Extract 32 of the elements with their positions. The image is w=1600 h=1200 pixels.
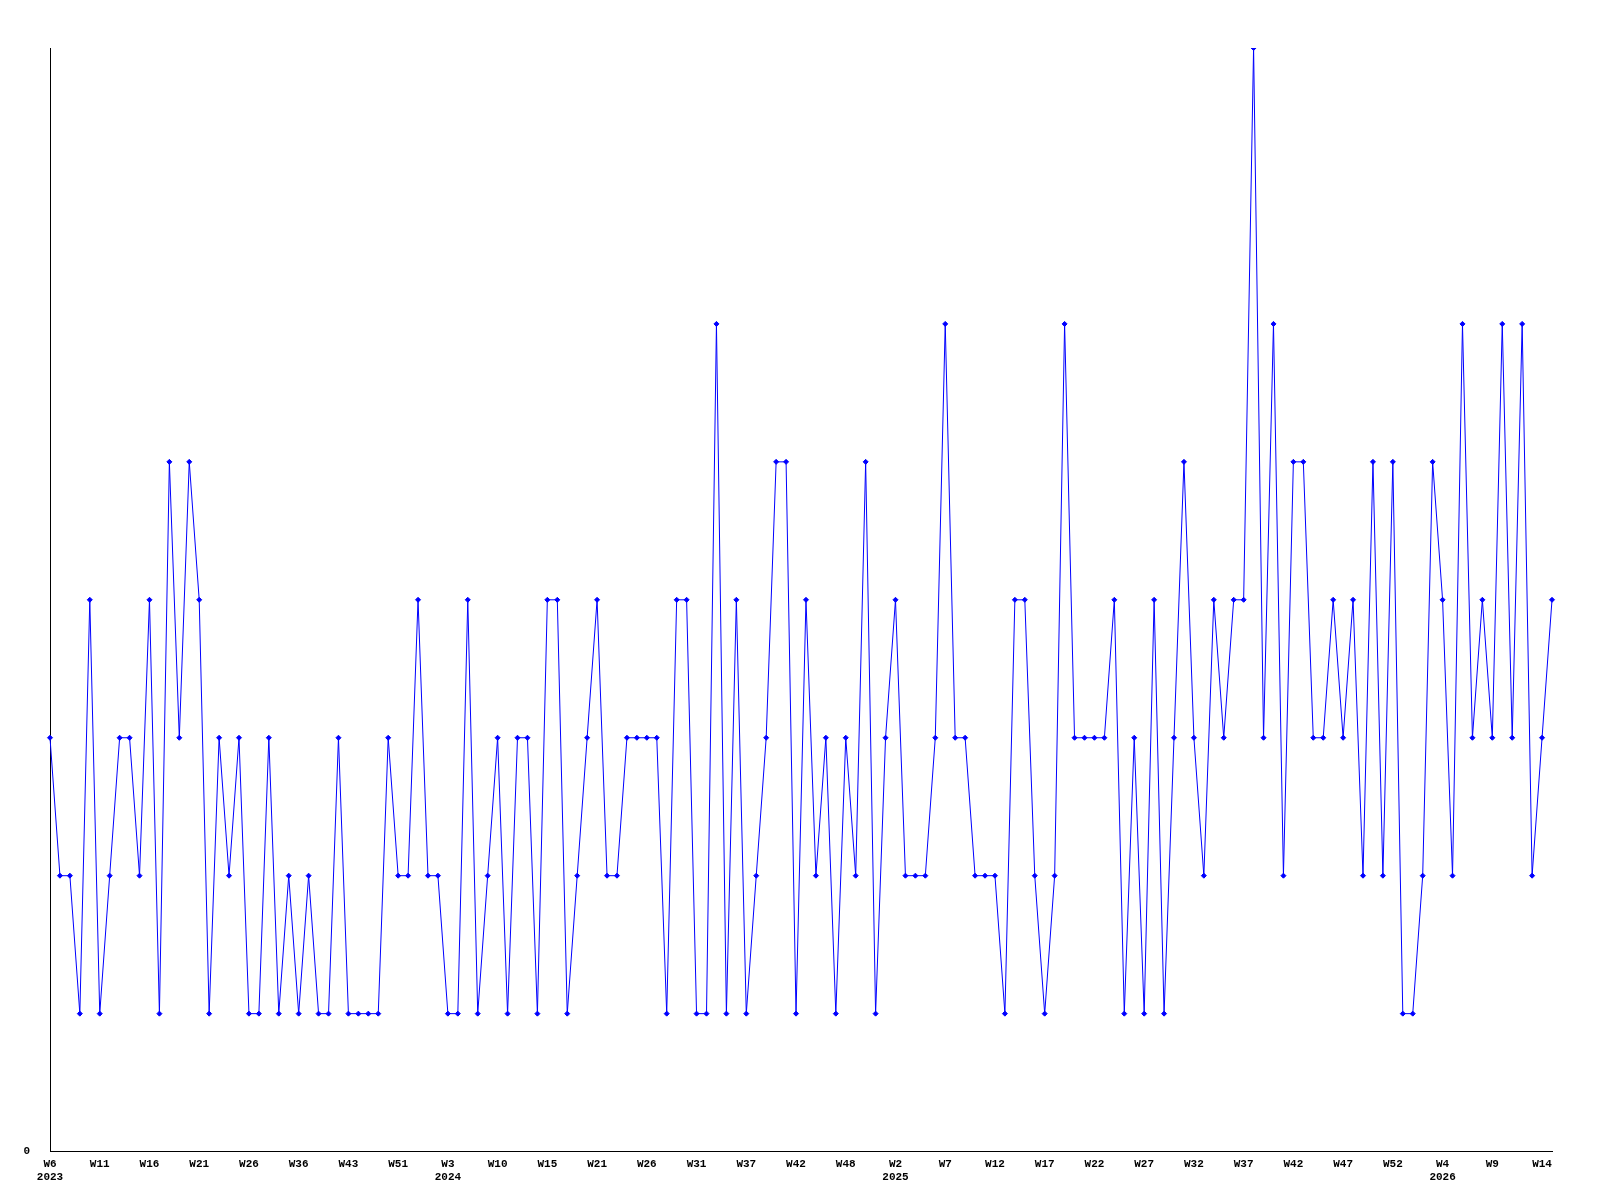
x-tick-label: W26 [636, 1157, 657, 1170]
x-tick-label: W32 [1184, 1157, 1204, 1170]
x-tick-label: W22 [1084, 1157, 1105, 1170]
x-tick-label: W17 [1034, 1157, 1055, 1170]
x-tick-label: W9 [1485, 1157, 1499, 1170]
x-tick-label: W31 [686, 1157, 707, 1170]
x-tick-label: W36 [288, 1157, 309, 1170]
x-tick-label: W15 [537, 1157, 558, 1170]
x-tick-label: W7 [938, 1157, 952, 1170]
x-tick-label: W3 2024 [434, 1157, 462, 1184]
x-tick-label: W42 [1283, 1157, 1304, 1170]
x-tick-label: W42 [786, 1157, 806, 1170]
x-tick-label: W26 [239, 1157, 259, 1170]
x-tick-label: W51 [388, 1157, 409, 1170]
x-tick-label: W37 [1233, 1157, 1254, 1170]
x-tick-label: W52 [1382, 1157, 1403, 1170]
x-tick-label: W21 [587, 1157, 608, 1170]
x-tick-label: W16 [139, 1157, 160, 1170]
x-tick-label: W14 [1532, 1157, 1553, 1170]
x-tick-label: W37 [736, 1157, 757, 1170]
x-tick-label: W11 [89, 1157, 111, 1170]
x-tick-label: W48 [835, 1157, 857, 1170]
x-tick-label: W21 [189, 1157, 210, 1170]
x-tick-label: W27 [1134, 1157, 1155, 1170]
x-tick-label: W6 2023 [36, 1157, 64, 1184]
x-tick-label: W4 2026 [1429, 1157, 1456, 1184]
text: 0 [23, 1145, 30, 1158]
x-tick-label: W2 2025 [882, 1157, 910, 1184]
x-tick-label: W10 [487, 1157, 508, 1170]
x-tick-label: W47 [1333, 1157, 1354, 1170]
x-tick-label: W43 [338, 1157, 359, 1170]
x-tick-label: W12 [985, 1157, 1005, 1170]
